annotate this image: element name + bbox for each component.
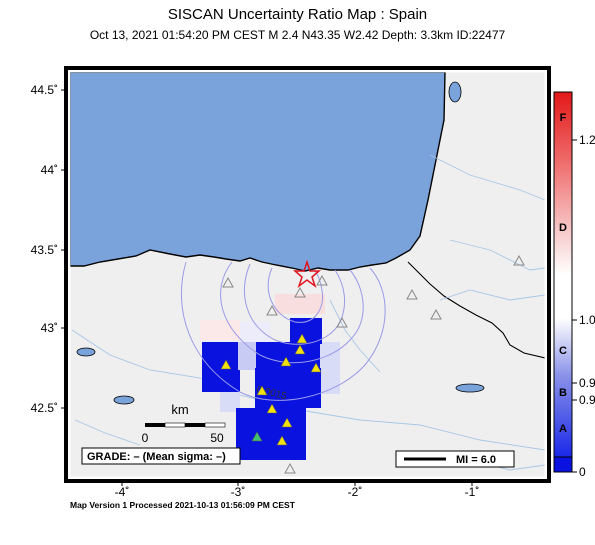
border-line <box>407 261 545 359</box>
colorbar-letter: D <box>559 222 567 234</box>
stations-active <box>220 333 322 446</box>
colorbar-letter: B <box>559 387 567 399</box>
lake <box>76 347 96 357</box>
grade-box <box>81 447 241 465</box>
station-green-icon <box>251 431 263 442</box>
colorbar-value: 1.2 <box>579 133 595 147</box>
lat-tick-label: 43.5˚ <box>31 243 58 257</box>
contour-lines <box>180 261 386 401</box>
colorbar-letter: A <box>559 423 567 435</box>
colorbar-letter: C <box>559 345 567 357</box>
scale-tick-0: 0 <box>142 431 149 445</box>
stations-gray <box>222 254 525 474</box>
colorbar-value: 1.0 <box>579 313 595 327</box>
scale-tick-50: 50 <box>210 431 224 445</box>
mi-label: MI = 6.0 <box>456 454 496 466</box>
lake <box>448 81 462 103</box>
colorbar-value: 0.9 <box>579 393 595 407</box>
lon-tick-label: -3˚ <box>231 485 246 499</box>
lon-tick-label: -4˚ <box>115 485 130 499</box>
scale-title: km <box>171 402 188 417</box>
event-details: Oct 13, 2021 01:54:20 PM CEST M 2.4 N43.… <box>89 28 506 42</box>
epicenter-star-icon <box>292 259 322 289</box>
colorbar <box>553 91 577 473</box>
lat-tick-label: 42.5˚ <box>31 401 58 415</box>
colorbar-letter: F <box>560 112 567 124</box>
footer-processed-info: Map Version 1 Processed 2021-10-13 01:56… <box>70 500 295 510</box>
colorbar-value: 0 <box>579 465 586 479</box>
lake <box>113 395 135 405</box>
lat-tick-label: 44.5˚ <box>31 83 58 97</box>
lat-tick-label: 44˚ <box>41 163 58 177</box>
colorbar-value: 0.9 <box>579 376 595 390</box>
mi-legend-box <box>395 450 515 468</box>
lon-tick-label: -2˚ <box>348 485 363 499</box>
map-title: SISCAN Uncertainty Ratio Map : Spain <box>167 6 428 23</box>
map-frame <box>64 66 551 483</box>
lon-tick-label: -1˚ <box>465 485 480 499</box>
uncertainty-cells <box>200 294 340 460</box>
grade-label: GRADE: – (Mean sigma: –) <box>87 451 226 463</box>
scale-bar <box>145 422 226 428</box>
sea-area <box>70 72 446 272</box>
lake <box>455 383 485 393</box>
lat-tick-label: 43˚ <box>41 321 58 335</box>
